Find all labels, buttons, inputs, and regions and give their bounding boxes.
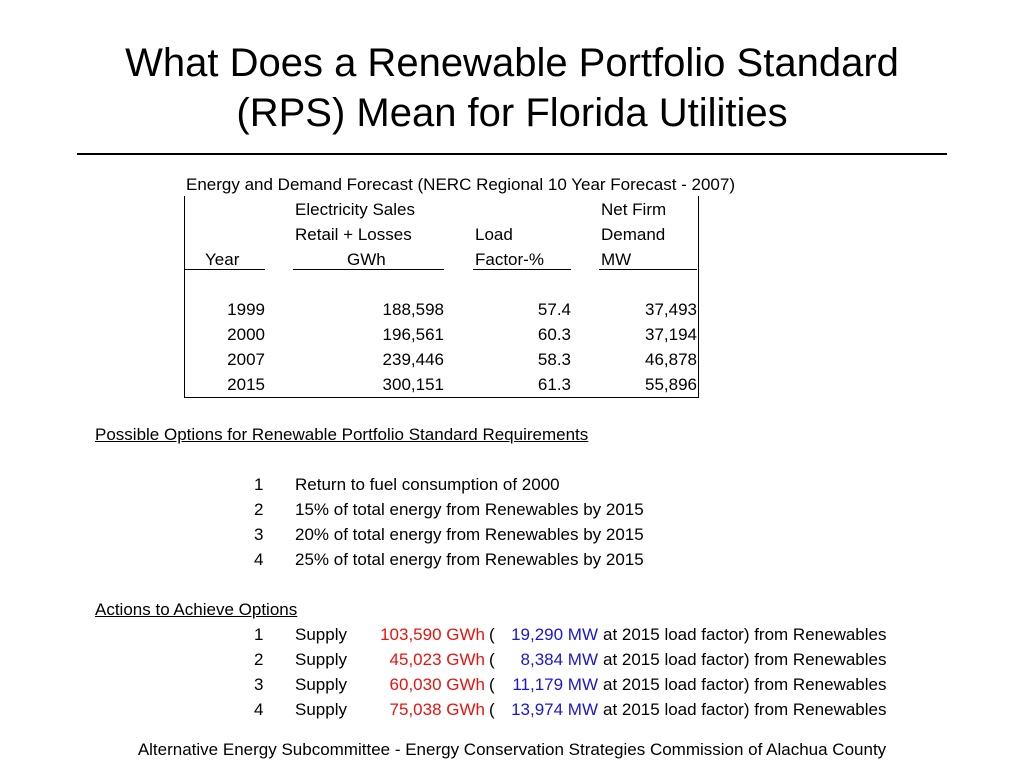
header-underline-sales [293,269,444,270]
action-number: 3 [254,675,264,694]
row-demand: 46,878 [645,350,697,369]
action-suffix: at 2015 load factor) from Renewables [603,650,887,669]
action-mw: 19,290 MW [511,625,598,644]
header-demand-line-1: Net Firm [601,200,667,219]
header-sales-line-1: Electricity Sales [295,200,415,219]
title-line-1: What Does a Renewable Portfolio Standard [125,41,899,85]
header-sales-line-3: GWh [347,250,386,269]
header-underline-year [185,269,265,270]
action-number: 4 [254,700,264,719]
row-sales: 239,446 [382,350,444,369]
action-gwh: 103,590 GWh [380,625,485,644]
option-number: 1 [254,475,264,494]
option-text: Return to fuel consumption of 2000 [295,475,560,494]
slide-footer: Alternative Energy Subcommittee - Energy… [137,740,887,759]
title-divider [77,153,947,155]
action-gwh: 45,023 GWh [389,650,485,669]
header-load-line-1: Load [475,225,513,244]
option-text: 20% of total energy from Renewables by 2… [295,525,644,544]
header-load-line-2: Factor-% [475,250,544,269]
row-year: 2007 [227,350,265,369]
action-number: 1 [254,625,264,644]
action-mw: 8,384 MW [520,650,598,669]
options-heading: Possible Options for Renewable Portfolio… [95,425,589,444]
row-demand: 55,896 [645,375,697,394]
action-open-paren: ( [489,650,495,669]
row-sales: 196,561 [382,325,444,344]
action-supply-label: Supply [295,650,347,669]
row-demand: 37,493 [645,300,697,319]
option-number: 4 [254,550,264,569]
action-open-paren: ( [489,675,495,694]
action-supply-label: Supply [295,675,347,694]
action-mw: 11,179 MW [512,675,598,694]
actions-heading: Actions to Achieve Options [95,600,298,619]
action-suffix: at 2015 load factor) from Renewables [603,625,887,644]
action-supply-label: Supply [295,625,347,644]
slide-title: What Does a Renewable Portfolio Standard… [0,38,1024,138]
row-load: 61.3 [537,375,571,394]
row-load: 57.4 [537,300,571,319]
option-text: 15% of total energy from Renewables by 2… [295,500,644,519]
option-number: 2 [254,500,264,519]
action-gwh: 60,030 GWh [389,675,485,694]
action-open-paren: ( [489,700,495,719]
action-mw: 13,974 MW [511,700,598,719]
action-supply-label: Supply [295,700,347,719]
row-load: 58.3 [537,350,571,369]
option-number: 3 [254,525,264,544]
forecast-table [184,196,699,398]
action-open-paren: ( [489,625,495,644]
row-year: 1999 [227,300,265,319]
header-year: Year [205,250,240,269]
action-suffix: at 2015 load factor) from Renewables [603,675,887,694]
row-year: 2000 [227,325,265,344]
header-underline-demand [599,269,697,270]
forecast-caption: Energy and Demand Forecast (NERC Regiona… [186,175,736,194]
header-sales-line-2: Retail + Losses [295,225,412,244]
action-suffix: at 2015 load factor) from Renewables [603,700,887,719]
header-underline-load [473,269,571,270]
row-sales: 188,598 [382,300,444,319]
option-text: 25% of total energy from Renewables by 2… [295,550,644,569]
action-gwh: 75,038 GWh [389,700,485,719]
row-load: 60.3 [537,325,571,344]
title-line-2: (RPS) Mean for Florida Utilities [236,91,788,135]
header-demand-line-3: MW [601,250,632,269]
row-year: 2015 [227,375,265,394]
action-number: 2 [254,650,264,669]
header-demand-line-2: Demand [601,225,666,244]
row-demand: 37,194 [645,325,697,344]
row-sales: 300,151 [382,375,444,394]
